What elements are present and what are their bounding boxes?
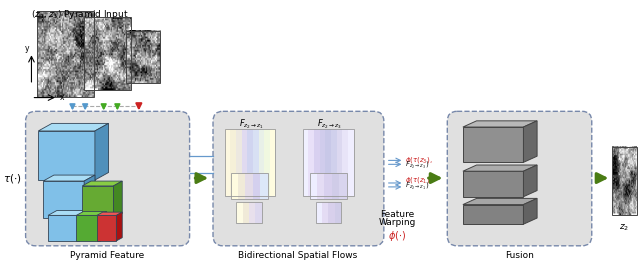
Polygon shape xyxy=(43,181,84,218)
Bar xyxy=(225,129,275,196)
Text: $\tau(\cdot)$: $\tau(\cdot)$ xyxy=(3,171,22,185)
Bar xyxy=(230,173,238,199)
Polygon shape xyxy=(463,121,537,127)
Polygon shape xyxy=(43,175,95,181)
Bar xyxy=(243,202,249,223)
Polygon shape xyxy=(463,127,524,162)
Bar xyxy=(303,129,353,196)
Bar xyxy=(236,202,262,223)
Bar xyxy=(314,129,320,196)
Polygon shape xyxy=(116,212,122,241)
Bar xyxy=(310,173,317,199)
Polygon shape xyxy=(76,215,100,241)
Polygon shape xyxy=(463,198,537,205)
Bar xyxy=(264,129,270,196)
Polygon shape xyxy=(79,210,88,241)
Text: y: y xyxy=(24,44,29,53)
Polygon shape xyxy=(463,171,524,197)
Bar xyxy=(37,11,94,97)
Polygon shape xyxy=(463,205,524,224)
Text: $F_{z_2 \to z_3})$: $F_{z_2 \to z_3})$ xyxy=(405,160,429,171)
Bar xyxy=(238,173,245,199)
Text: $(z_1, z_3)$ Pyramid Input: $(z_1, z_3)$ Pyramid Input xyxy=(31,8,129,21)
FancyBboxPatch shape xyxy=(213,111,384,246)
Text: $F_{z_2 \to z_3}$: $F_{z_2 \to z_3}$ xyxy=(317,117,342,131)
Polygon shape xyxy=(524,198,537,224)
FancyBboxPatch shape xyxy=(26,111,189,246)
Polygon shape xyxy=(82,186,113,218)
Bar xyxy=(339,173,347,199)
Bar xyxy=(348,129,353,196)
Bar xyxy=(253,129,259,196)
Polygon shape xyxy=(76,212,107,215)
Bar xyxy=(325,129,331,196)
Bar xyxy=(253,173,260,199)
Bar xyxy=(308,129,314,196)
Bar xyxy=(249,202,255,223)
Bar xyxy=(225,129,230,196)
Text: Fusion: Fusion xyxy=(505,251,534,260)
Bar xyxy=(328,202,335,223)
Bar xyxy=(247,129,253,196)
Polygon shape xyxy=(100,212,107,241)
Bar xyxy=(126,31,160,83)
Polygon shape xyxy=(524,121,537,162)
Text: Bidirectional Spatial Flows: Bidirectional Spatial Flows xyxy=(238,251,358,260)
Bar xyxy=(236,129,242,196)
Bar xyxy=(331,129,337,196)
Bar xyxy=(342,129,348,196)
Bar xyxy=(303,129,308,196)
Polygon shape xyxy=(84,175,95,218)
Polygon shape xyxy=(48,210,88,215)
Bar xyxy=(230,173,268,199)
Text: $\phi(\tau(z_3),$: $\phi(\tau(z_3),$ xyxy=(405,155,433,165)
Polygon shape xyxy=(97,212,122,215)
Bar xyxy=(310,173,347,199)
Bar xyxy=(84,17,131,90)
Text: x: x xyxy=(60,93,64,102)
Bar xyxy=(322,202,328,223)
Bar xyxy=(612,147,637,215)
Text: $\phi(\cdot)$: $\phi(\cdot)$ xyxy=(388,229,406,243)
Bar xyxy=(230,129,236,196)
Bar xyxy=(245,173,253,199)
Text: $F_{z_2 \to z_1})$: $F_{z_2 \to z_1})$ xyxy=(405,181,429,192)
Bar xyxy=(316,202,322,223)
Polygon shape xyxy=(463,165,537,171)
Bar xyxy=(270,129,275,196)
Text: $\phi(\tau(z_1),$: $\phi(\tau(z_1),$ xyxy=(405,175,433,185)
Bar xyxy=(255,202,262,223)
Bar xyxy=(337,129,342,196)
Bar xyxy=(236,202,243,223)
Bar xyxy=(259,129,264,196)
Bar xyxy=(316,202,341,223)
Polygon shape xyxy=(82,181,122,186)
Polygon shape xyxy=(95,123,109,180)
Text: $F_{z_2 \to z_1}$: $F_{z_2 \to z_1}$ xyxy=(239,117,264,131)
Polygon shape xyxy=(524,165,537,197)
Polygon shape xyxy=(113,181,122,218)
Bar xyxy=(332,173,339,199)
FancyBboxPatch shape xyxy=(447,111,592,246)
Bar xyxy=(242,129,247,196)
Polygon shape xyxy=(38,123,109,131)
Text: Warping: Warping xyxy=(379,218,416,227)
Bar xyxy=(317,173,324,199)
Polygon shape xyxy=(97,215,116,241)
Text: $z_2$: $z_2$ xyxy=(619,222,629,233)
Bar xyxy=(324,173,332,199)
Text: Pyramid Feature: Pyramid Feature xyxy=(70,251,145,260)
Text: Feature: Feature xyxy=(380,210,415,219)
Polygon shape xyxy=(48,215,79,241)
Bar xyxy=(260,173,268,199)
Polygon shape xyxy=(38,131,95,180)
Bar xyxy=(320,129,325,196)
Bar xyxy=(335,202,341,223)
